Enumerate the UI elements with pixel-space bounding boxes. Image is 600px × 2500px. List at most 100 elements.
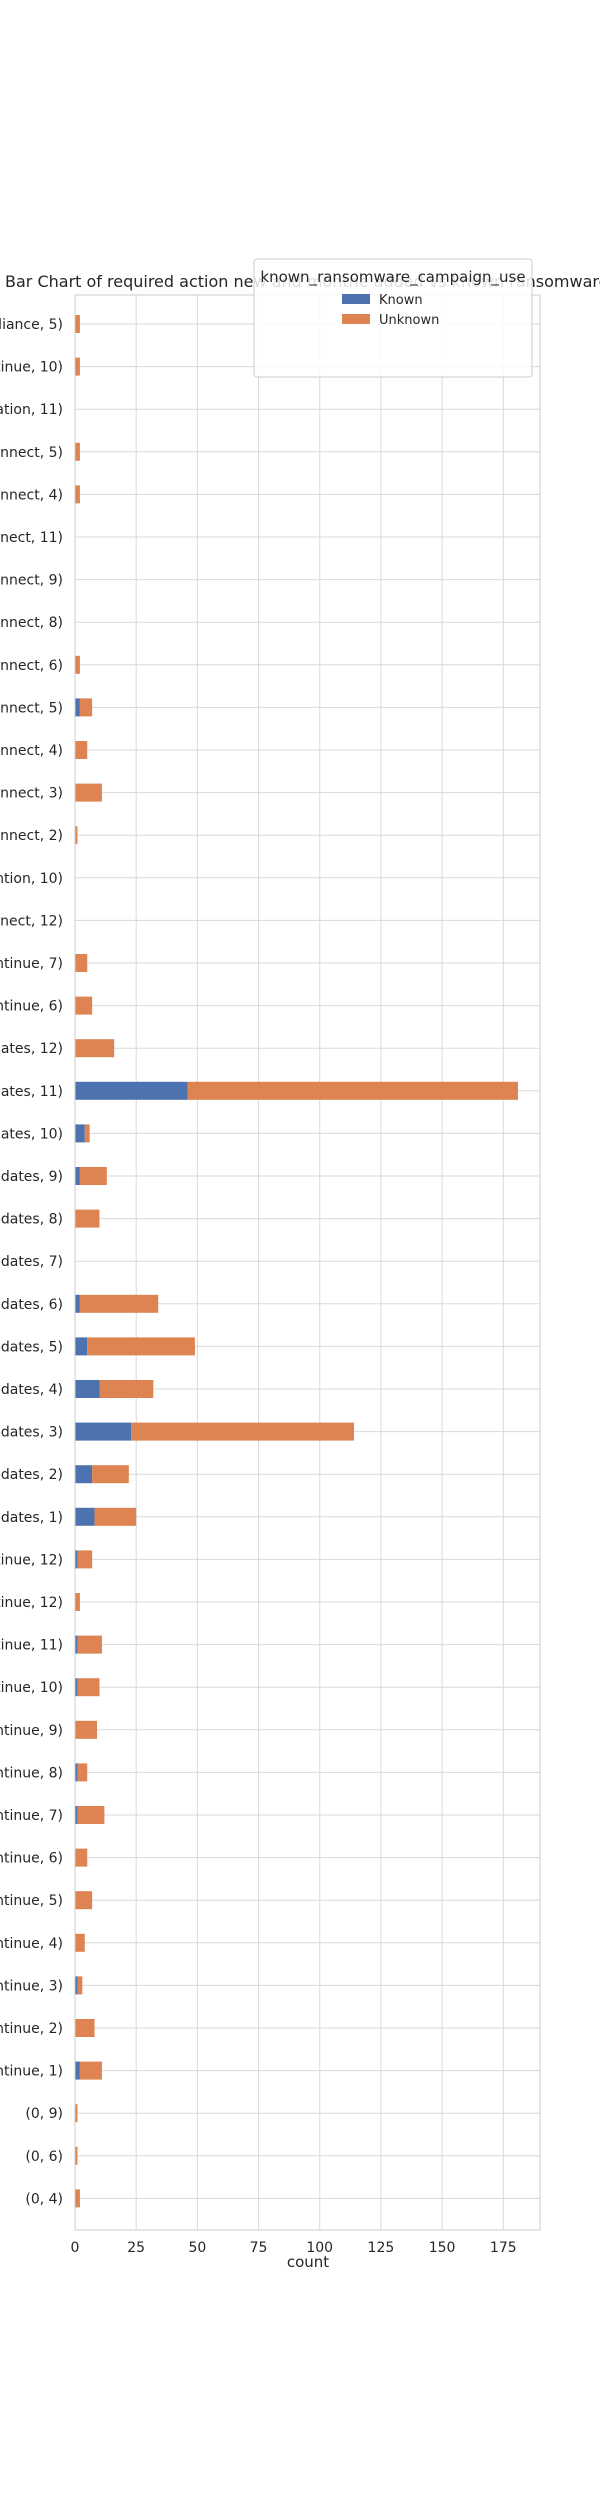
y-tick-label: tinue, 11): [0, 1638, 63, 1654]
bar-unknown: [87, 1337, 195, 1356]
y-tick-label: onnect, 5): [0, 700, 63, 716]
bar-unknown: [75, 2104, 78, 2123]
y-tick-labels: lliance, 5) tinue, 10) ation, 11) onnect, 5…: [0, 317, 63, 2207]
y-tick-label: pdates, 9): [0, 1169, 63, 1185]
bar-known: [75, 1763, 78, 1782]
bar-unknown: [79, 1167, 107, 1185]
bar-known: [75, 698, 80, 717]
y-tick-label: (0, 4): [25, 2191, 63, 2207]
bar-known: [75, 1465, 93, 1484]
y-tick-label: pdates, 1): [0, 1510, 63, 1526]
bar-known: [75, 1550, 78, 1569]
y-tick-label: ntinue, 4): [0, 1936, 63, 1952]
bar-known: [75, 1635, 78, 1654]
bar-unknown: [131, 1422, 354, 1441]
y-tick-label: pdates, 8): [0, 1212, 63, 1228]
x-tick-label: 75: [250, 2240, 268, 2256]
bar-unknown: [75, 485, 80, 504]
legend-box: [253, 258, 533, 378]
bar-unknown: [75, 1933, 85, 1952]
y-tick-label: ntinue, 6): [0, 1851, 63, 1867]
bar-unknown: [75, 1848, 88, 1867]
legend-swatch-unknown: [342, 314, 370, 324]
x-tick-label: 50: [188, 2240, 206, 2256]
bar-known: [75, 1124, 85, 1143]
bar-known: [75, 1678, 78, 1697]
bars: [75, 315, 518, 2208]
bar-known: [75, 1081, 188, 1100]
legend-label-known: Known: [379, 293, 423, 308]
y-tick-label: tinue, 12): [0, 1552, 63, 1568]
bar-unknown: [75, 315, 80, 333]
y-tick-label: ntion, 10): [0, 871, 63, 887]
bar-unknown: [94, 1507, 137, 1526]
bar-unknown: [75, 954, 88, 972]
bar-unknown: [75, 442, 80, 461]
y-tick-label: ntinue, 7): [0, 1808, 63, 1824]
bar-unknown: [77, 1678, 100, 1697]
y-tick-label: ation, 11): [0, 402, 63, 418]
y-tick-label: nect, 12): [0, 913, 63, 929]
x-tick-label: 150: [429, 2240, 456, 2256]
y-tick-label: ntinue, 8): [0, 1765, 63, 1781]
x-tick-label: 125: [368, 2240, 395, 2256]
y-tick-label: ntinue, 5): [0, 1893, 63, 1909]
bar-unknown: [92, 1465, 129, 1484]
bar-unknown: [75, 1039, 115, 1058]
legend-swatch-known: [342, 294, 370, 304]
bar-unknown: [77, 1976, 83, 1995]
x-tick-label: 25: [127, 2240, 145, 2256]
x-axis-label: count: [287, 2253, 329, 2271]
y-tick-label: ntinue, 2): [0, 2021, 63, 2037]
y-tick-label: lates, 10): [0, 1126, 63, 1142]
bar-unknown: [75, 1720, 98, 1739]
y-tick-label: pdates, 4): [0, 1382, 63, 1398]
bar-unknown: [75, 826, 78, 845]
bar-unknown: [75, 2146, 78, 2165]
bar-unknown: [79, 2061, 102, 2080]
y-tick-label: lliance, 5): [0, 317, 63, 333]
y-tick-label: pdates, 7): [0, 1254, 63, 1270]
y-tick-label: onnect, 4): [0, 743, 63, 759]
y-tick-label: lates, 12): [0, 1041, 63, 1057]
bar-unknown: [75, 655, 80, 674]
bar-unknown: [75, 357, 80, 376]
bar-known: [75, 1806, 78, 1824]
bar-known: [75, 1507, 95, 1526]
x-tick-labels: 0 25 50 75 100 125 150 175: [71, 2240, 517, 2256]
y-tick-label: pdates, 6): [0, 1297, 63, 1313]
bar-unknown: [75, 2019, 95, 2037]
legend: known_ransomware_campaign_use Known Unkn…: [253, 258, 533, 378]
bar-unknown: [75, 741, 88, 759]
bar-known: [75, 1167, 80, 1185]
y-tick-label: pdates, 5): [0, 1339, 63, 1355]
y-tick-label: onnect, 9): [0, 573, 63, 589]
x-tick-label: 175: [490, 2240, 517, 2256]
bar-unknown: [77, 1635, 102, 1654]
y-tick-label: lates, 11): [0, 1084, 63, 1100]
y-tick-label: (0, 6): [25, 2149, 63, 2165]
bar-unknown: [187, 1081, 518, 1100]
y-tick-label: onnect, 2): [0, 828, 63, 844]
legend-label-unknown: Unknown: [379, 313, 439, 328]
y-tick-label: tinue, 12): [0, 1595, 63, 1611]
plot-frame: [74, 294, 541, 2231]
bar-unknown: [75, 1593, 80, 1611]
bar-unknown: [77, 1550, 93, 1569]
y-tick-label: onnect, 4): [0, 487, 63, 503]
y-tick-label: ntinue, 7): [0, 956, 63, 972]
y-tick-label: ntinue, 1): [0, 2064, 63, 2080]
bar-known: [75, 1337, 88, 1356]
bar-unknown: [75, 1891, 93, 1910]
bar-known: [75, 1294, 80, 1313]
bar-unknown: [84, 1124, 90, 1143]
y-tick-label: pdates, 3): [0, 1425, 63, 1441]
bar-unknown: [75, 783, 102, 802]
bar-unknown: [75, 2189, 80, 2208]
y-tick-label: onnect, 6): [0, 658, 63, 674]
y-tick-label: onnect, 3): [0, 786, 63, 802]
y-tick-label: onnect, 5): [0, 445, 63, 461]
bar-unknown: [77, 1763, 88, 1782]
y-tick-label: nnect, 11): [0, 530, 63, 546]
